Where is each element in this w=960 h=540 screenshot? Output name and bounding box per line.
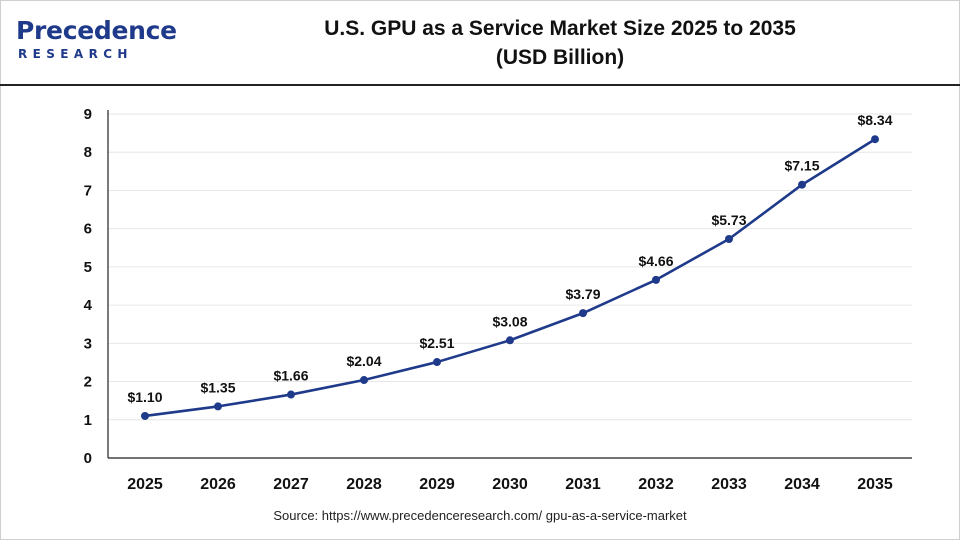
logo-wordmark: Precedence [16, 16, 177, 45]
data-label: $7.15 [784, 158, 819, 174]
data-point [214, 402, 222, 411]
data-label: $2.04 [346, 353, 381, 369]
data-point [287, 390, 295, 399]
x-tick-label: 2035 [857, 476, 893, 493]
brand-logo: Precedence RESEARCH [16, 14, 177, 66]
chart-header: Precedence RESEARCH U.S. GPU as a Servic… [0, 0, 960, 86]
y-tick-label: 3 [84, 335, 92, 352]
y-tick-label: 7 [84, 182, 92, 199]
y-tick-label: 1 [84, 412, 92, 429]
data-label: $1.35 [200, 379, 235, 395]
x-tick-label: 2031 [565, 476, 601, 493]
y-tick-label: 5 [84, 259, 92, 276]
data-label: $4.66 [638, 253, 673, 269]
data-point [652, 275, 660, 284]
line-chart: 0 1 2 3 4 5 6 7 8 9 2025 2026 2027 2028 2029 2030 2031 20… [84, 106, 912, 493]
x-tick-label: 2027 [273, 476, 309, 493]
data-label: $5.73 [711, 212, 746, 228]
y-tick-label: 2 [84, 374, 92, 391]
data-point [579, 309, 587, 318]
data-label: $1.66 [273, 368, 308, 384]
data-point [506, 336, 514, 345]
chart-title: U.S. GPU as a Service Market Size 2025 t… [260, 14, 860, 72]
chart-title-line1: U.S. GPU as a Service Market Size 2025 t… [324, 17, 796, 40]
data-point [433, 358, 441, 367]
data-point [141, 411, 149, 420]
data-label: $2.51 [419, 335, 454, 351]
logo-subtitle: RESEARCH [18, 47, 133, 61]
data-point [360, 376, 368, 385]
data-label: $3.79 [565, 286, 600, 302]
x-tick-label: 2033 [711, 476, 747, 493]
data-point [798, 180, 806, 189]
source-note: Source: https://www.precedenceresearch.c… [273, 508, 687, 523]
x-tick-label: 2030 [492, 476, 528, 493]
chart-title-line2: (USD Billion) [495, 46, 625, 69]
x-tick-label: 2028 [346, 476, 382, 493]
y-tick-label: 9 [84, 106, 92, 123]
y-tick-label: 0 [84, 450, 92, 467]
y-tick-label: 8 [84, 144, 92, 161]
data-point [725, 234, 733, 243]
series-line [144, 138, 876, 418]
x-tick-label: 2026 [200, 476, 236, 493]
x-tick-label: 2029 [419, 476, 455, 493]
data-label: $1.10 [127, 389, 162, 405]
y-tick-label: 6 [84, 221, 92, 238]
x-tick-label: 2032 [638, 476, 674, 493]
data-label: $8.34 [857, 112, 892, 128]
x-tick-label: 2034 [784, 476, 820, 493]
x-tick-label: 2025 [127, 476, 163, 493]
data-point [871, 135, 879, 144]
data-label: $3.08 [492, 313, 527, 329]
y-tick-label: 4 [84, 297, 93, 314]
